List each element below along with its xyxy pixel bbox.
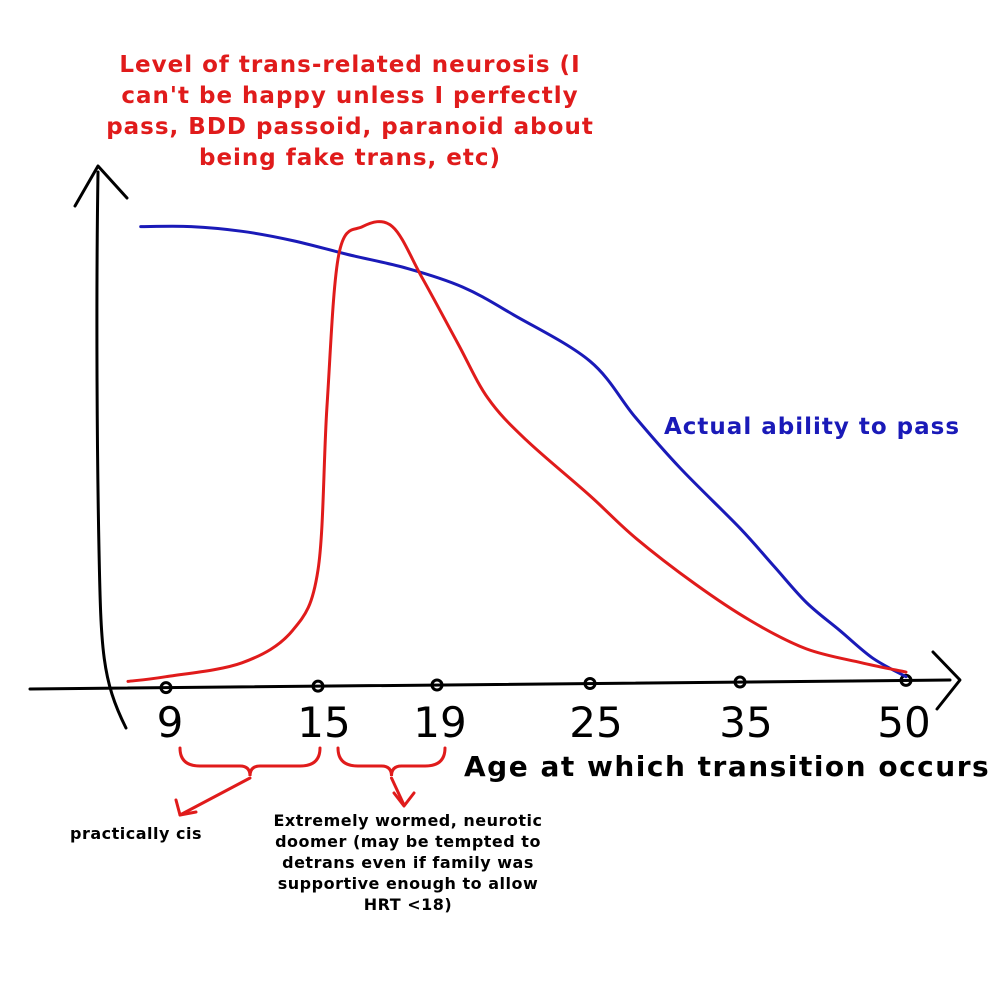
range-brace: [178, 746, 322, 777]
arrowhead: [174, 798, 198, 817]
neurosis-curve: [126, 220, 908, 683]
x-axis-arrowhead: [931, 650, 962, 711]
x-tick-mark: [733, 675, 747, 689]
x-tick-label: 35: [719, 698, 772, 747]
neurosis-series-label: Level of trans-related neurosis (I can't…: [106, 52, 594, 171]
annotation-arrow: [178, 776, 252, 817]
annotation-neurotic-doomer: Extremely wormed, neurotic doomer (may b…: [273, 811, 543, 914]
x-tick-label: 19: [413, 698, 466, 747]
pass-curve: [139, 224, 908, 679]
arrowhead: [392, 791, 416, 808]
y-axis: [95, 170, 128, 730]
x-tick-label: 15: [297, 698, 350, 747]
x-tick-label: 9: [157, 698, 184, 747]
x-tick-label: 50: [877, 698, 930, 747]
y-axis-arrowhead: [73, 164, 129, 208]
x-tick-label: 25: [569, 698, 622, 747]
x-tick-mark: [311, 679, 325, 693]
annotation-arrow: [390, 776, 406, 807]
pass-series-label: Actual ability to pass: [664, 414, 961, 440]
x-tick-mark: [159, 681, 173, 695]
x-tick-mark: [430, 678, 444, 692]
range-brace: [336, 746, 447, 777]
x-axis-label: Age at which transition occurs: [464, 750, 991, 783]
annotation-practically-cis: practically cis: [70, 824, 202, 843]
x-tick-mark: [583, 677, 597, 691]
